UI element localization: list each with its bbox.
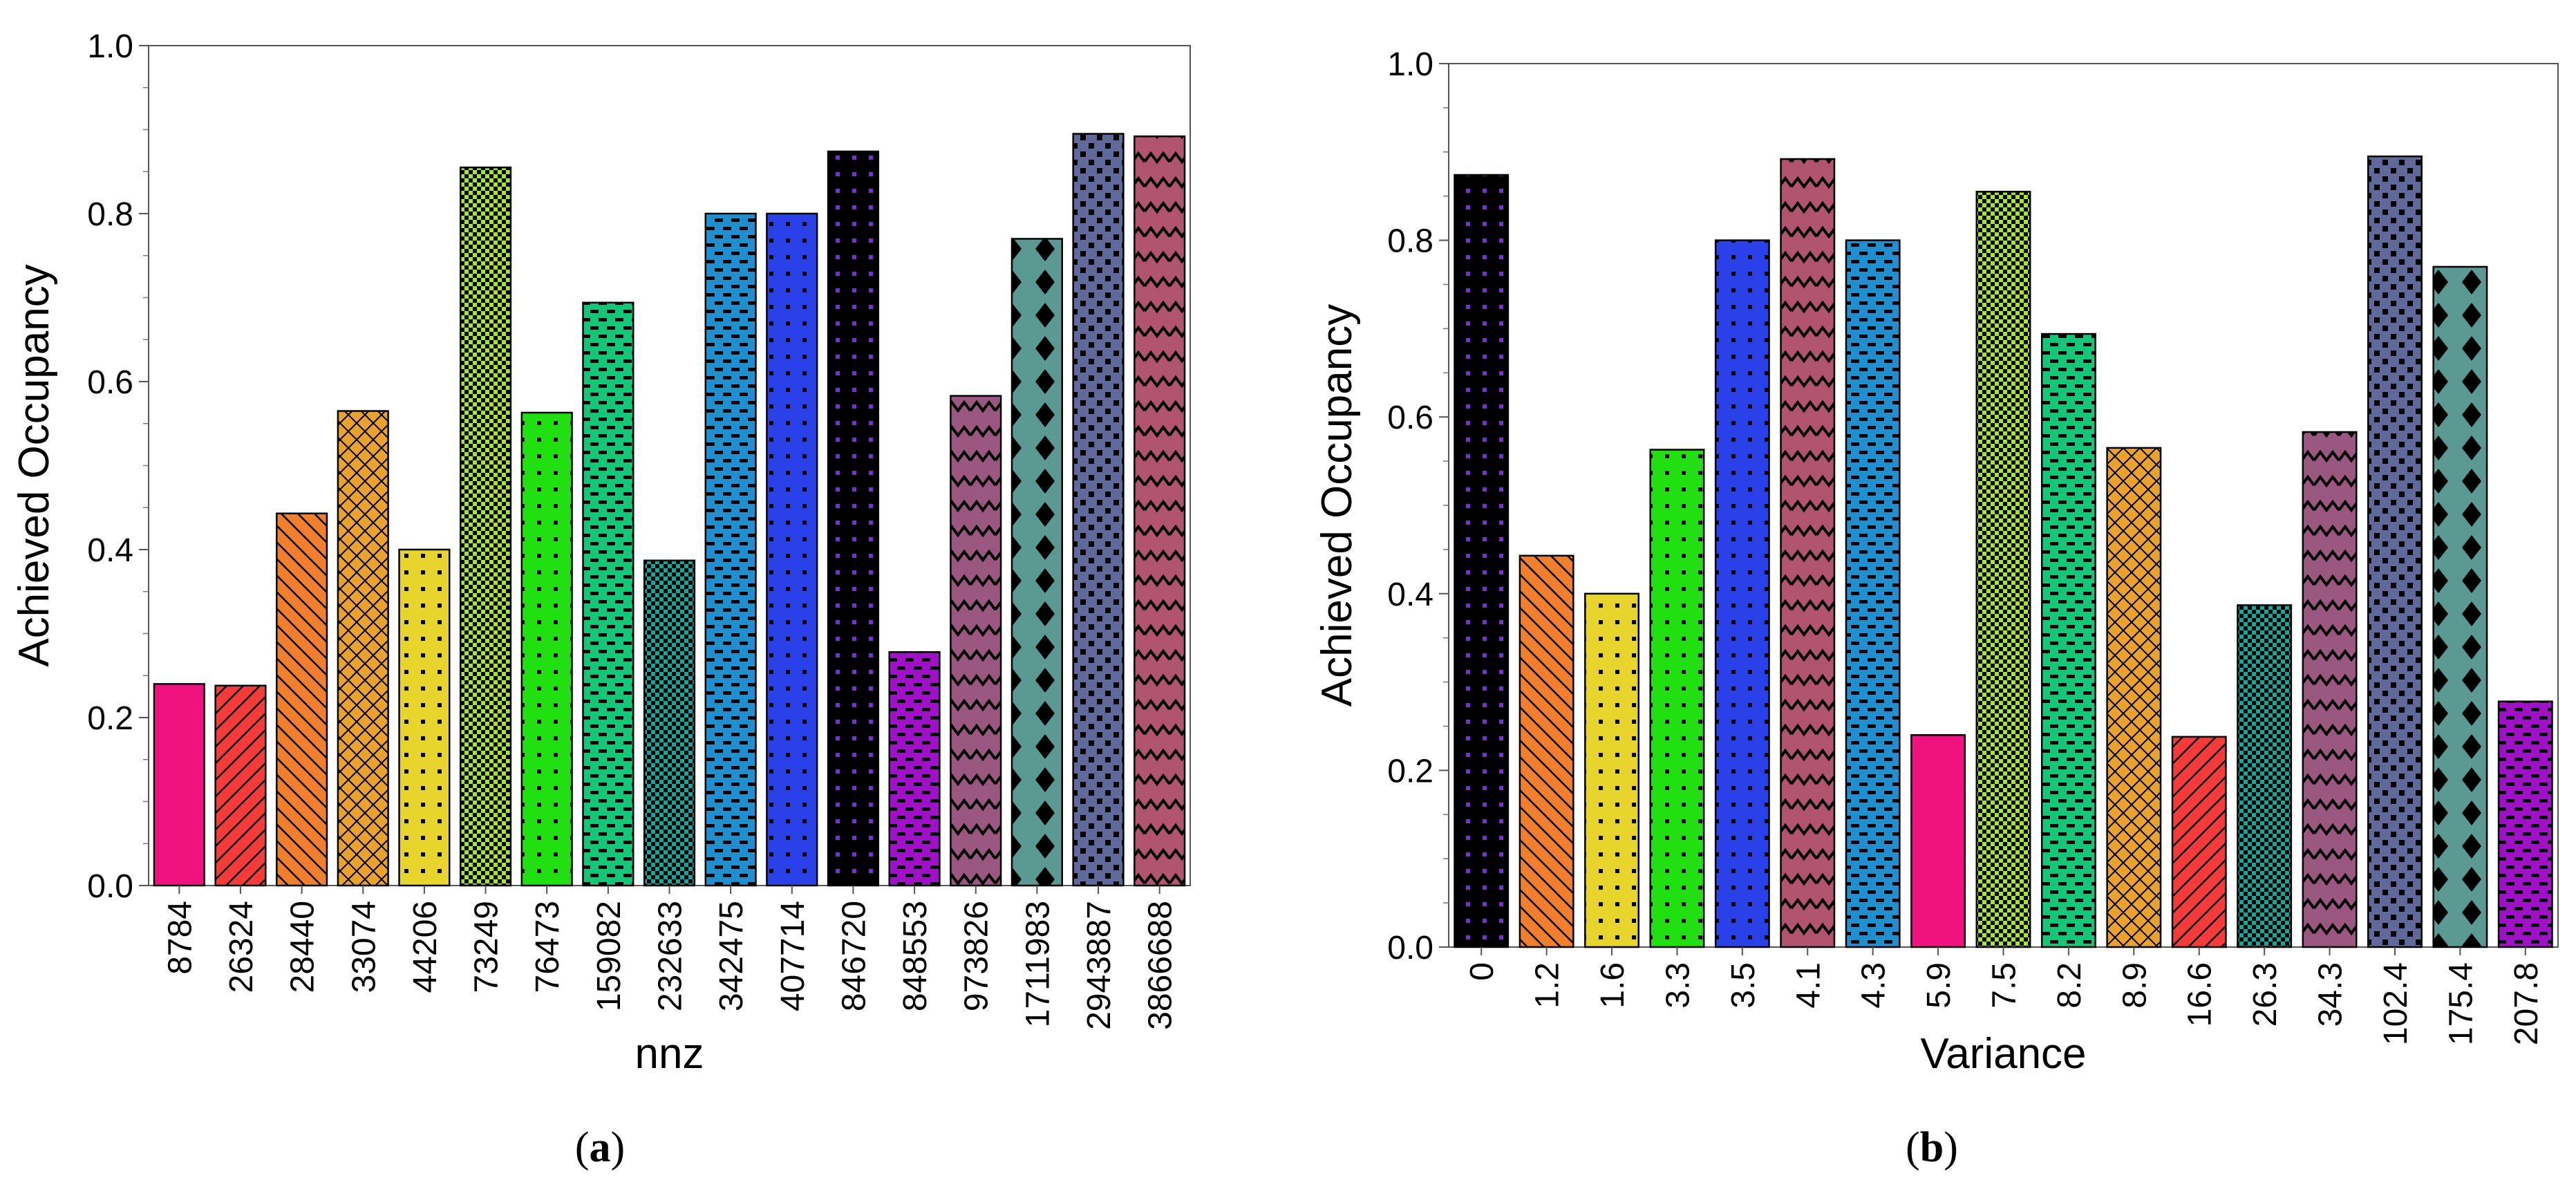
chart-a: 0.0 0.2 0.4 0.6 0.8 1.0 8784 26324 28440 33074 442…: [10, 28, 1191, 1171]
bar-1.2: [1519, 554, 1574, 948]
y-tick-label: 0.6: [87, 364, 133, 401]
bar-1.6: [1584, 592, 1639, 948]
x-tick-label: 5.9: [1921, 962, 1957, 1009]
x-axis-title: nnz: [635, 1030, 704, 1078]
x-tick-label: 175.4: [2443, 962, 2479, 1045]
bar-973826: [950, 395, 1002, 887]
bar-26324: [214, 684, 267, 887]
y-tick-label: 0.4: [1387, 577, 1433, 613]
y-tick-label: 0.0: [87, 868, 133, 905]
bar-28440: [276, 512, 328, 887]
bar-207.8: [2497, 700, 2553, 948]
bar-175.4: [2432, 265, 2488, 948]
x-tick-label: 1.2: [1530, 962, 1566, 1009]
x-tick-label: 26.3: [2247, 962, 2284, 1027]
x-tick-label: 3.5: [1725, 962, 1762, 1009]
x-tick-label: 232633: [652, 901, 689, 1011]
bar-7.5: [1975, 191, 2031, 948]
x-tick-label: 8.2: [2051, 962, 2088, 1009]
x-tick-label: 848553: [897, 901, 934, 1011]
bar-4.3: [1845, 239, 1901, 948]
x-tick-label: 407714: [775, 901, 811, 1011]
panel-caption: (b): [1906, 1124, 1958, 1171]
bar-16.6: [2171, 736, 2227, 948]
x-tick-label: 34.3: [2313, 962, 2349, 1027]
bar-342475: [704, 212, 757, 887]
x-tick-label: 2943887: [1081, 901, 1118, 1030]
bar-26.3: [2237, 604, 2293, 948]
bar-102.4: [2367, 155, 2423, 948]
x-tick-label: 207.8: [2508, 962, 2545, 1045]
x-tick-label: 846720: [836, 901, 872, 1011]
x-tick-label: 16.6: [2182, 962, 2219, 1027]
x-axis-title: Variance: [1920, 1030, 2086, 1078]
bar-0: [1454, 174, 1510, 948]
x-tick-label: 7.5: [1986, 962, 2023, 1009]
bar-34.3: [2302, 431, 2358, 948]
bar-846720: [827, 150, 880, 887]
x-tick-label: 102.4: [2378, 962, 2414, 1045]
bar-4.1: [1780, 158, 1836, 948]
chart-b: 0.0 0.2 0.4 0.6 0.8 1.0 0 1.2 1.6 3.3 3.5 4.1 4.3 5.9…: [1313, 46, 2559, 1171]
x-tick-label: 3866688: [1143, 901, 1179, 1030]
x-tick-label: 973826: [959, 901, 995, 1011]
x-tick-label: 28440: [285, 901, 321, 993]
x-tick-label: 1.6: [1595, 962, 1631, 1009]
bar-3866688: [1134, 135, 1186, 887]
x-tick-label: 1711983: [1019, 901, 1056, 1027]
y-tick-label: 1.0: [1387, 46, 1433, 83]
x-tick-label: 8784: [162, 901, 198, 975]
x-tick-label: 44206: [407, 901, 444, 993]
y-tick-label: 0.6: [1387, 400, 1433, 436]
x-tick-label: 342475: [713, 901, 750, 1011]
x-tick-label: 4.1: [1790, 962, 1827, 1009]
x-tick-label: 73249: [469, 901, 505, 993]
x-tick-label: 3.3: [1660, 962, 1696, 1009]
bar-8.9: [2106, 447, 2162, 948]
y-tick-label: 0.4: [87, 532, 133, 569]
x-tick-label: 159082: [591, 901, 628, 1011]
bar-33074: [337, 410, 389, 887]
y-tick-label: 0.2: [1387, 753, 1433, 789]
y-tick-label: 0.0: [1387, 930, 1433, 966]
y-tick-label: 1.0: [87, 28, 133, 65]
x-tick-label: 76473: [529, 901, 566, 993]
y-tick-label: 0.8: [1387, 223, 1433, 260]
x-tick-label: 4.3: [1856, 962, 1892, 1009]
bar-3.3: [1649, 449, 1705, 948]
bar-848553: [888, 651, 941, 887]
bar-44206: [398, 548, 451, 887]
bar-8.2: [2040, 333, 2096, 948]
bar-8784: [153, 683, 205, 887]
bar-73249: [459, 166, 512, 887]
bar-232633: [643, 559, 696, 887]
bar-76473: [520, 411, 573, 887]
bar-159082: [582, 301, 634, 887]
bar-407714: [766, 212, 818, 887]
x-tick-label: 33074: [346, 901, 382, 993]
y-tick-label: 0.8: [87, 196, 133, 233]
bar-2943887: [1072, 133, 1125, 887]
x-tick-label: 8.9: [2116, 962, 2153, 1009]
y-axis-title: Achieved Occupancy: [1313, 304, 1361, 706]
y-axis-title: Achieved Occupancy: [10, 264, 58, 666]
bar-3.5: [1714, 239, 1770, 948]
bar-1711983: [1010, 238, 1063, 887]
x-tick-label: 0: [1464, 962, 1501, 981]
x-tick-label: 26324: [223, 901, 260, 993]
bar-5.9: [1910, 734, 1966, 948]
y-tick-label: 0.2: [87, 700, 133, 737]
panel-caption: (a): [575, 1124, 625, 1171]
